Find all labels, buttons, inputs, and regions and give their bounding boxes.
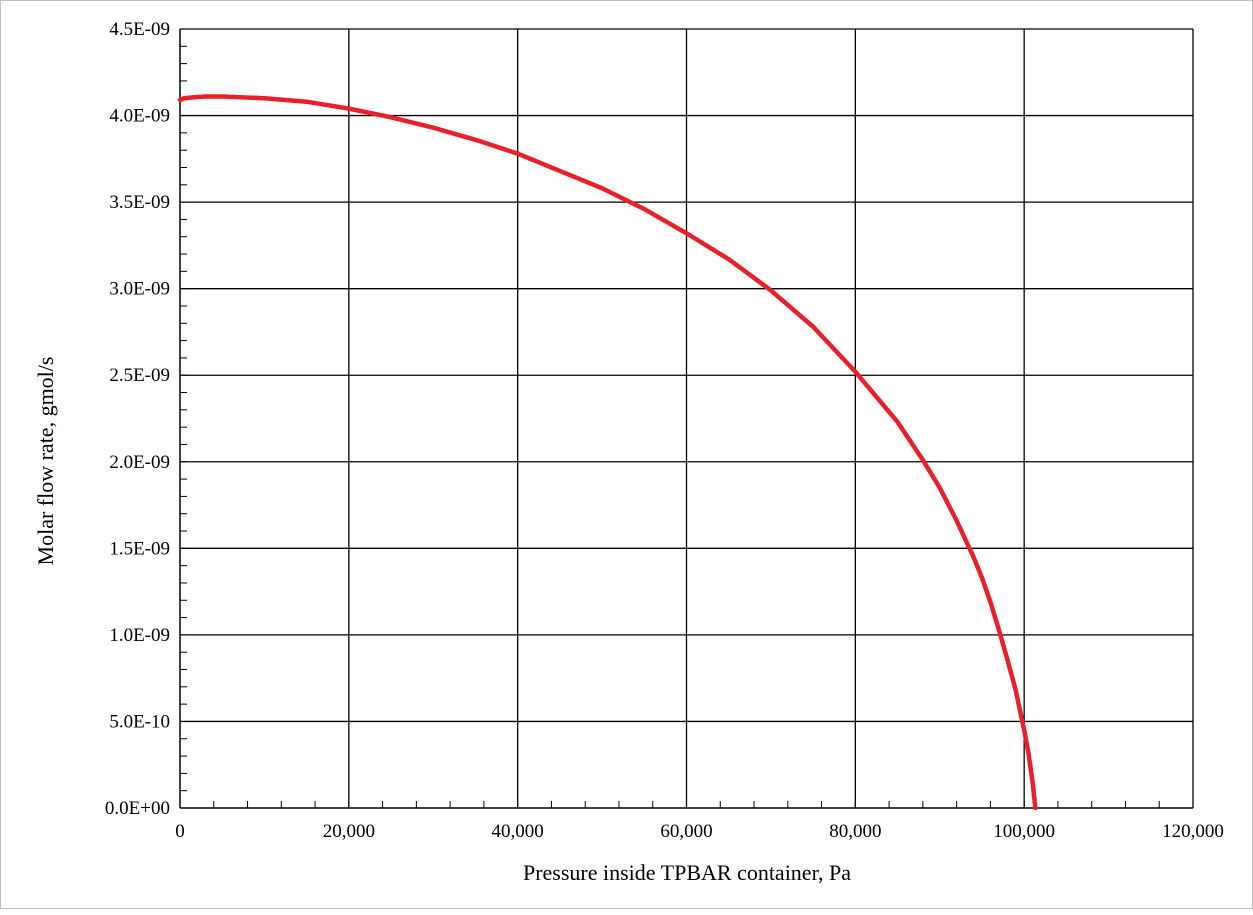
grid-lines — [180, 28, 1194, 808]
y-tick-label: 1.5E-09 — [109, 538, 170, 559]
y-tick-label: 3.0E-09 — [109, 279, 170, 300]
x-axis-title: Pressure inside TPBAR container, Pa — [523, 860, 851, 885]
series-layer — [177, 94, 1038, 811]
y-tick-labels: 0.0E+00 5.0E-10 1.0E-09 1.5E-09 2.0E-09 2.5E-… — [105, 19, 170, 819]
y-tick-label: 2.0E-09 — [109, 452, 170, 473]
x-tick-label: 100,000 — [993, 821, 1055, 842]
x-tick-label: 80,000 — [829, 821, 881, 842]
x-tick-label: 40,000 — [492, 821, 544, 842]
y-tick-label: 3.5E-09 — [109, 192, 170, 213]
y-tick-label: 2.5E-09 — [109, 365, 170, 386]
axes — [179, 29, 1193, 809]
y-tick-label: 0.0E+00 — [105, 798, 170, 819]
x-tick-labels: 0 20,000 40,000 60,000 80,000 100,000 120,000 — [175, 821, 1224, 842]
y-tick-label: 5.0E-10 — [109, 711, 170, 732]
minor-ticks — [179, 28, 1194, 809]
x-tick-label: 20,000 — [323, 821, 375, 842]
y-tick-label: 4.0E-09 — [109, 106, 170, 127]
series-line — [177, 94, 1038, 811]
x-tick-label: 0 — [175, 821, 185, 842]
y-tick-label: 1.0E-09 — [109, 625, 170, 646]
y-axis-title: Molar flow rate, gmol/s — [33, 357, 58, 566]
y-tick-label: 4.5E-09 — [109, 19, 170, 40]
x-tick-label: 120,000 — [1162, 821, 1224, 842]
x-tick-label: 60,000 — [660, 821, 712, 842]
